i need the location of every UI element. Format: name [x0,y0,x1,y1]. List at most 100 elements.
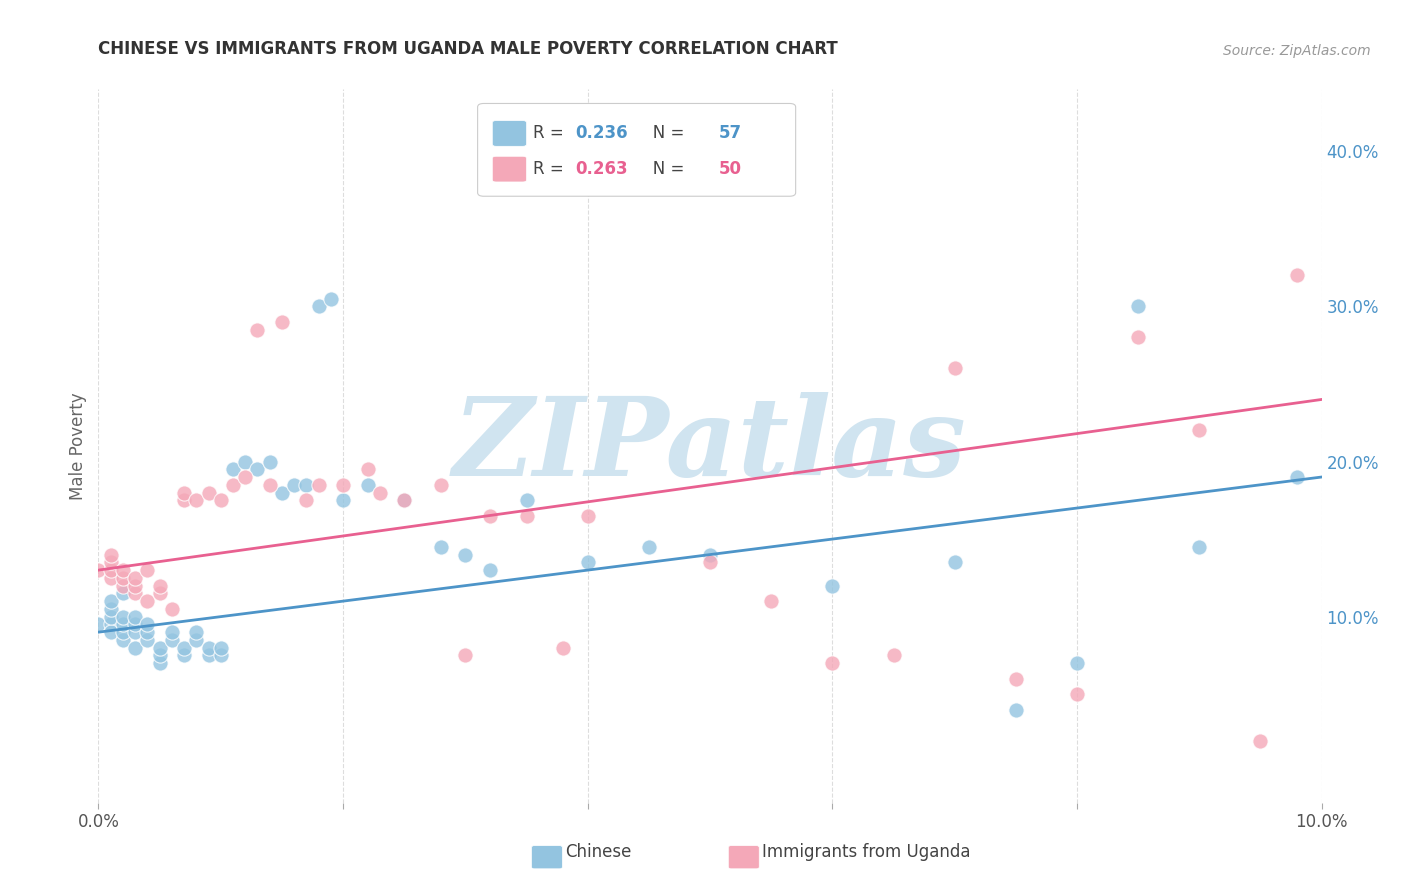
Point [100,602,122,616]
Point [478,508,501,523]
Point [160,632,183,647]
Point [699,548,721,562]
Point [173,493,195,508]
Point [308,299,330,313]
FancyBboxPatch shape [492,156,526,182]
Point [332,477,354,491]
Point [100,617,122,632]
Point [124,609,146,624]
Point [637,540,661,554]
Point [356,462,378,476]
Point [111,586,134,600]
Point [209,493,232,508]
Point [1128,330,1150,344]
Point [173,648,195,663]
Text: R =: R = [533,125,568,143]
Point [136,617,159,632]
Point [368,485,391,500]
Point [295,493,318,508]
Point [454,548,477,562]
Point [111,571,134,585]
Point [883,648,905,663]
Point [759,594,782,608]
Point [87,563,110,577]
Point [943,361,966,376]
Point [233,470,256,484]
Point [209,640,232,655]
Text: 0.236: 0.236 [575,125,628,143]
Point [149,648,172,663]
Text: R =: R = [533,161,568,178]
Text: Immigrants from Uganda: Immigrants from Uganda [762,843,970,861]
Point [1188,540,1211,554]
Point [197,648,219,663]
Text: Source: ZipAtlas.com: Source: ZipAtlas.com [1223,44,1371,58]
Text: ZIPatlas: ZIPatlas [453,392,967,500]
Point [1249,733,1271,747]
Point [576,508,599,523]
FancyBboxPatch shape [478,103,796,196]
Point [553,640,575,655]
Point [516,508,538,523]
Point [222,477,245,491]
Point [136,563,159,577]
Y-axis label: Male Poverty: Male Poverty [69,392,87,500]
Point [392,493,416,508]
Point [222,462,245,476]
Point [136,632,159,647]
Point [149,640,172,655]
Point [111,625,134,640]
Point [173,640,195,655]
Point [283,477,305,491]
Point [821,579,844,593]
Point [124,586,146,600]
Text: Chinese: Chinese [565,843,631,861]
Point [332,493,354,508]
Point [149,579,172,593]
Point [1004,672,1026,686]
Point [454,648,477,663]
Text: N =: N = [637,125,689,143]
Point [186,632,208,647]
Point [111,563,134,577]
Point [124,625,146,640]
Point [246,462,269,476]
Point [259,454,281,468]
Point [100,609,122,624]
Point [100,571,122,585]
Text: 0.263: 0.263 [575,161,628,178]
Point [308,477,330,491]
Point [111,609,134,624]
Point [943,555,966,569]
Point [392,493,416,508]
Text: 57: 57 [718,125,742,143]
Point [637,152,661,166]
Point [1286,470,1309,484]
Point [209,648,232,663]
Point [160,602,183,616]
Point [124,617,146,632]
Point [186,493,208,508]
Point [1066,687,1088,701]
Point [136,594,159,608]
Point [100,594,122,608]
Point [821,656,844,670]
Point [124,579,146,593]
Point [1066,656,1088,670]
Point [233,454,256,468]
Point [87,617,110,632]
Point [699,555,721,569]
Point [149,656,172,670]
Point [173,485,195,500]
Point [319,292,342,306]
Point [136,625,159,640]
Point [478,563,501,577]
Point [1004,703,1026,717]
Point [270,315,292,329]
FancyBboxPatch shape [492,120,526,146]
Text: 50: 50 [718,161,741,178]
Point [124,640,146,655]
Point [295,477,318,491]
Text: CHINESE VS IMMIGRANTS FROM UGANDA MALE POVERTY CORRELATION CHART: CHINESE VS IMMIGRANTS FROM UGANDA MALE P… [98,40,838,58]
Text: N =: N = [637,161,689,178]
